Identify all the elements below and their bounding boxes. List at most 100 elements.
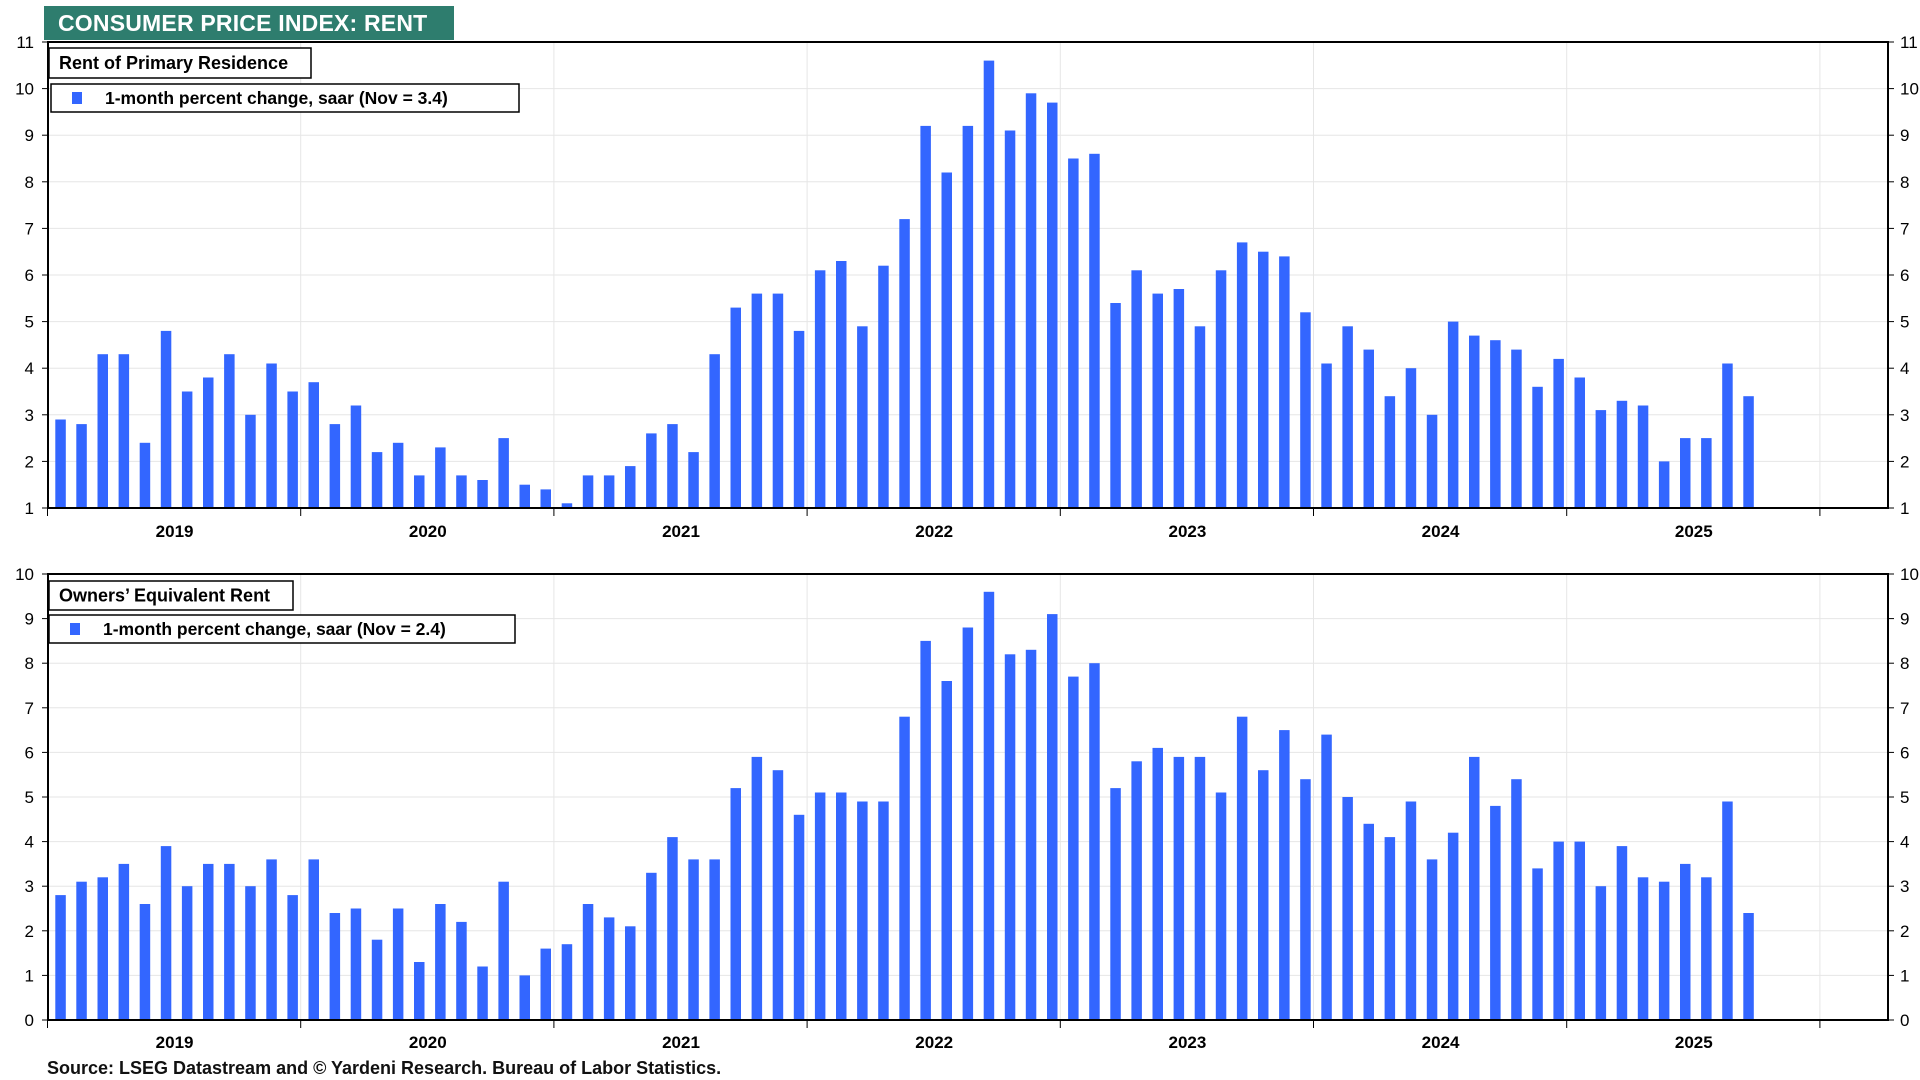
bar <box>836 792 847 1020</box>
bar <box>76 424 87 508</box>
bar <box>793 330 805 508</box>
bar <box>1553 358 1564 508</box>
bar <box>414 962 425 1020</box>
bar <box>1722 801 1733 1020</box>
x-tick-label: 2022 <box>915 1033 953 1052</box>
bar <box>1595 886 1607 1020</box>
y-tick-label-left: 3 <box>25 877 34 896</box>
bar <box>1110 303 1121 508</box>
bar <box>1447 832 1459 1020</box>
bar <box>1004 654 1016 1020</box>
bar <box>1300 312 1311 508</box>
bar <box>646 433 657 508</box>
bar <box>1215 270 1227 508</box>
panel-title-box <box>48 47 312 79</box>
bar <box>941 172 952 508</box>
bar <box>1722 363 1733 508</box>
y-tick-label-left: 6 <box>25 743 34 762</box>
bar <box>814 792 826 1020</box>
bar <box>1511 349 1522 508</box>
y-tick-label-right: 6 <box>1900 743 1909 762</box>
bar <box>920 125 931 509</box>
bar <box>1236 242 1248 508</box>
bar <box>371 452 383 508</box>
bar <box>456 475 467 508</box>
x-tick-label: 2024 <box>1422 1033 1460 1052</box>
bar <box>983 591 995 1020</box>
bar <box>1743 913 1754 1020</box>
y-tick-label-left: 9 <box>25 610 34 629</box>
bar <box>1490 805 1501 1020</box>
bar <box>97 354 108 508</box>
bar <box>266 363 277 508</box>
bar <box>1447 321 1459 508</box>
bar <box>1236 716 1248 1020</box>
bar <box>1194 756 1206 1020</box>
x-tick-label: 2020 <box>409 1033 447 1052</box>
bar <box>118 354 130 508</box>
bar <box>1637 877 1649 1020</box>
bar <box>456 921 467 1020</box>
y-tick-label-left: 3 <box>25 406 34 425</box>
bar <box>688 452 699 508</box>
y-tick-label-right: 10 <box>1900 565 1919 584</box>
bar <box>772 770 784 1020</box>
y-tick-label-right: 3 <box>1900 877 1909 896</box>
bar <box>1279 730 1290 1020</box>
y-tick-label-right: 3 <box>1900 406 1909 425</box>
bar <box>160 330 172 508</box>
y-tick-label-left: 7 <box>25 699 34 718</box>
y-tick-label-left: 6 <box>25 266 34 285</box>
bar <box>962 627 974 1020</box>
y-tick-label-right: 1 <box>1900 966 1909 985</box>
bar <box>1553 841 1564 1020</box>
bar <box>582 475 594 508</box>
bar <box>118 863 130 1020</box>
bar <box>1532 386 1543 508</box>
y-tick-label-left: 2 <box>25 452 34 471</box>
y-tick-label-left: 11 <box>16 33 34 52</box>
bar <box>667 424 678 508</box>
bar <box>1194 326 1206 508</box>
bar <box>540 489 551 508</box>
bar <box>350 908 362 1020</box>
legend-swatch <box>72 92 82 104</box>
bar <box>371 939 383 1020</box>
bar <box>1363 349 1374 508</box>
bar <box>962 125 974 509</box>
y-tick-label-left: 0 <box>25 1011 34 1030</box>
plot-frame <box>47 573 1889 1021</box>
bar <box>1068 158 1079 508</box>
x-tick-label: 2024 <box>1422 522 1460 541</box>
panel-title-box <box>48 580 294 611</box>
bar <box>1363 823 1374 1020</box>
bar <box>1173 289 1185 508</box>
chart-panel-2: 0 0 1 1 2 2 3 3 4 4 5 5 6 6 7 7 8 8 9 9 10 10 2019 2020 2021 2022… <box>15 565 1919 1052</box>
y-tick-label-right: 10 <box>1900 80 1919 99</box>
bar <box>941 681 952 1020</box>
bar <box>1595 410 1607 508</box>
y-tick-label-right: 1 <box>1900 499 1909 518</box>
bar <box>920 640 931 1020</box>
bar <box>1258 770 1269 1020</box>
bar <box>1637 405 1649 508</box>
source-note: Source: LSEG Datastream and © Yardeni Re… <box>47 1058 722 1078</box>
bar <box>1574 377 1585 508</box>
x-tick-label: 2023 <box>1168 522 1206 541</box>
panel-title: Rent of Primary Residence <box>59 53 288 73</box>
bar <box>203 377 214 508</box>
bar <box>287 895 298 1020</box>
y-tick-label-left: 4 <box>25 833 34 852</box>
y-tick-label-left: 2 <box>25 922 34 941</box>
y-tick-label-right: 11 <box>1900 33 1918 52</box>
bar <box>625 466 636 508</box>
bar <box>1089 663 1100 1020</box>
bar <box>1279 256 1290 508</box>
y-tick-label-left: 8 <box>25 654 34 673</box>
bar <box>392 442 404 508</box>
y-tick-label-left: 5 <box>25 788 34 807</box>
bar <box>899 716 910 1020</box>
bar <box>878 265 889 508</box>
